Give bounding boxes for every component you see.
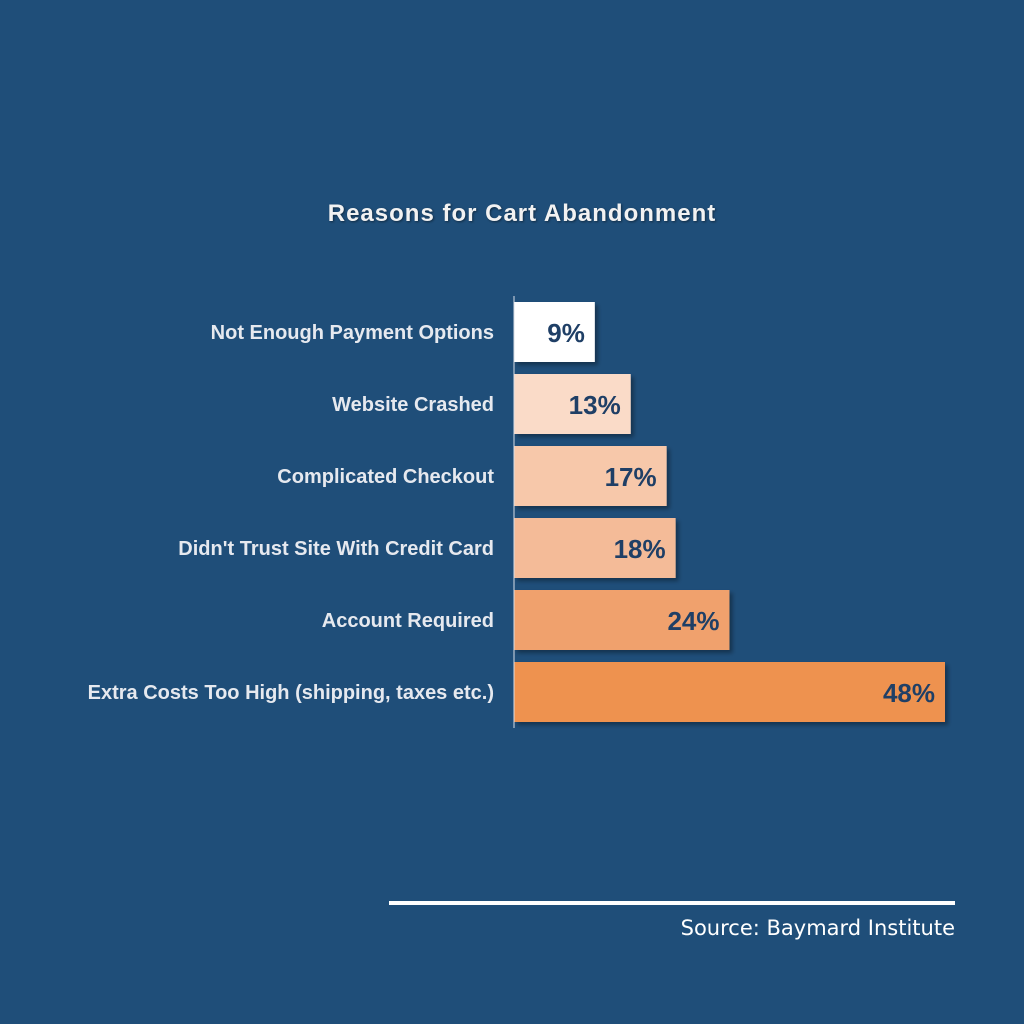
bar-0: [514, 302, 595, 362]
source-divider: [389, 901, 955, 905]
category-label-5: Extra Costs Too High (shipping, taxes et…: [88, 682, 494, 704]
chart-title: Reasons for Cart Abandonment: [327, 200, 717, 227]
value-label-0: 9%: [547, 318, 585, 348]
category-label-3: Didn't Trust Site With Credit Card: [178, 538, 494, 560]
value-label-2: 17%: [605, 462, 657, 492]
category-label-0: Not Enough Payment Options: [211, 322, 494, 344]
bar-4: [514, 590, 730, 650]
value-label-1: 13%: [569, 390, 621, 420]
source-caption: Source: Baymard Institute: [680, 916, 955, 940]
category-label-1: Website Crashed: [332, 394, 494, 416]
bar-2: [514, 446, 667, 506]
value-label-5: 48%: [883, 678, 935, 708]
category-label-4: Account Required: [322, 610, 494, 632]
bar-1: [514, 374, 631, 434]
bar-5: [514, 662, 945, 722]
category-label-2: Complicated Checkout: [277, 466, 494, 488]
value-label-3: 18%: [614, 534, 666, 564]
value-label-4: 24%: [667, 606, 719, 636]
bar-3: [514, 518, 676, 578]
